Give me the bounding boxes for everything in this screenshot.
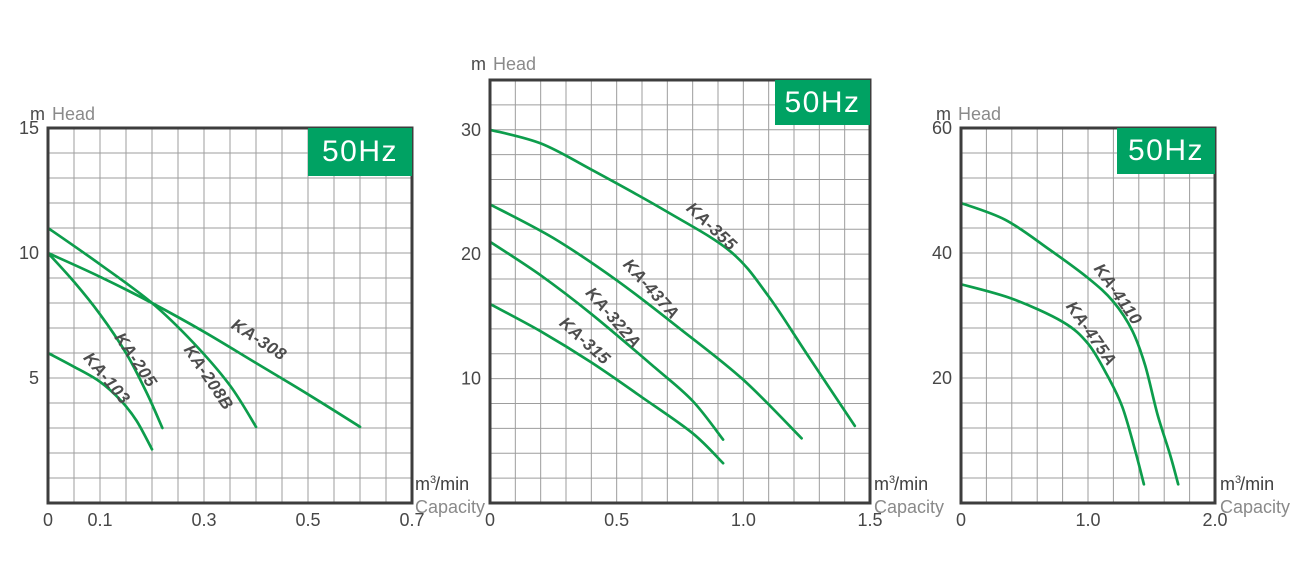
y-tick-label: 20 xyxy=(932,368,952,388)
x-tick-label: 0.5 xyxy=(295,510,320,530)
y-axis-title-chart2: m Head xyxy=(471,54,536,75)
curve-KA-322A xyxy=(488,240,725,441)
y-axis-title-chart1: m Head xyxy=(30,104,95,125)
x-tick-label: 0.7 xyxy=(399,510,424,530)
frequency-badge-chart2: 50Hz xyxy=(775,80,870,125)
y-tick-label: 20 xyxy=(461,244,481,264)
x-tick-label: 2.0 xyxy=(1202,510,1227,530)
curve-label-KA-308: KA-308 xyxy=(228,315,290,364)
gridlines xyxy=(489,79,871,504)
curve-KA-205 xyxy=(46,251,164,430)
gridlines xyxy=(47,127,413,504)
x-axis-title-chart2: m3/min Capacity xyxy=(874,474,944,518)
head-title-label: Head xyxy=(958,104,1002,124)
plot-border xyxy=(46,126,414,505)
curve-KA-437A xyxy=(488,203,803,440)
y-tick-label: 15 xyxy=(19,118,39,138)
x-tick-label: 0.3 xyxy=(191,510,216,530)
flow-unit-label: m3/min xyxy=(1220,474,1275,494)
head-unit-label: m xyxy=(936,104,951,124)
y-tick-label: 10 xyxy=(461,369,481,389)
curve-label-KA-4110: KA-4110 xyxy=(1090,260,1146,328)
head-unit-label: m xyxy=(471,54,486,74)
x-tick-label: 1.0 xyxy=(1075,510,1100,530)
y-tick-label: 30 xyxy=(461,120,481,140)
y-tick-label: 40 xyxy=(932,243,952,263)
frequency-badge-chart1: 50Hz xyxy=(308,128,412,176)
head-title-label: Head xyxy=(52,104,96,124)
plot-border xyxy=(959,126,1217,505)
capacity-label: Capacity xyxy=(874,497,945,517)
curve-KA-475A xyxy=(959,282,1146,486)
curve-KA-208B xyxy=(46,226,258,429)
y-tick-label: 5 xyxy=(29,368,39,388)
flow-unit-label: m3/min xyxy=(415,474,470,494)
frequency-badge-chart3: 50Hz xyxy=(1117,128,1215,174)
curve-KA-4110 xyxy=(959,201,1180,486)
x-axis-title-chart3: m3/min Capacity xyxy=(1220,474,1290,518)
curve-KA-103 xyxy=(46,351,154,451)
x-tick-label: 0.1 xyxy=(87,510,112,530)
curve-KA-315 xyxy=(488,302,725,465)
x-tick-label: 0.5 xyxy=(604,510,629,530)
head-title-label: Head xyxy=(493,54,537,74)
plot-border xyxy=(488,78,872,505)
x-axis-title-chart1: m3/min Capacity xyxy=(415,474,485,518)
x-tick-label: 0 xyxy=(956,510,966,530)
curve-label-KA-475A: KA-475A xyxy=(1062,298,1120,370)
x-tick-label: 0 xyxy=(485,510,495,530)
flow-unit-label: m3/min xyxy=(874,474,929,494)
head-unit-label: m xyxy=(30,104,45,124)
capacity-label: Capacity xyxy=(415,497,486,517)
y-tick-label: 10 xyxy=(19,243,39,263)
curve-KA-355 xyxy=(488,128,857,428)
y-tick-label: 60 xyxy=(932,118,952,138)
curve-KA-308 xyxy=(46,251,362,429)
y-axis-title-chart3: m Head xyxy=(936,104,1001,125)
x-tick-label: 0 xyxy=(43,510,53,530)
x-tick-label: 1.0 xyxy=(731,510,756,530)
x-tick-label: 1.5 xyxy=(857,510,882,530)
capacity-label: Capacity xyxy=(1220,497,1291,517)
